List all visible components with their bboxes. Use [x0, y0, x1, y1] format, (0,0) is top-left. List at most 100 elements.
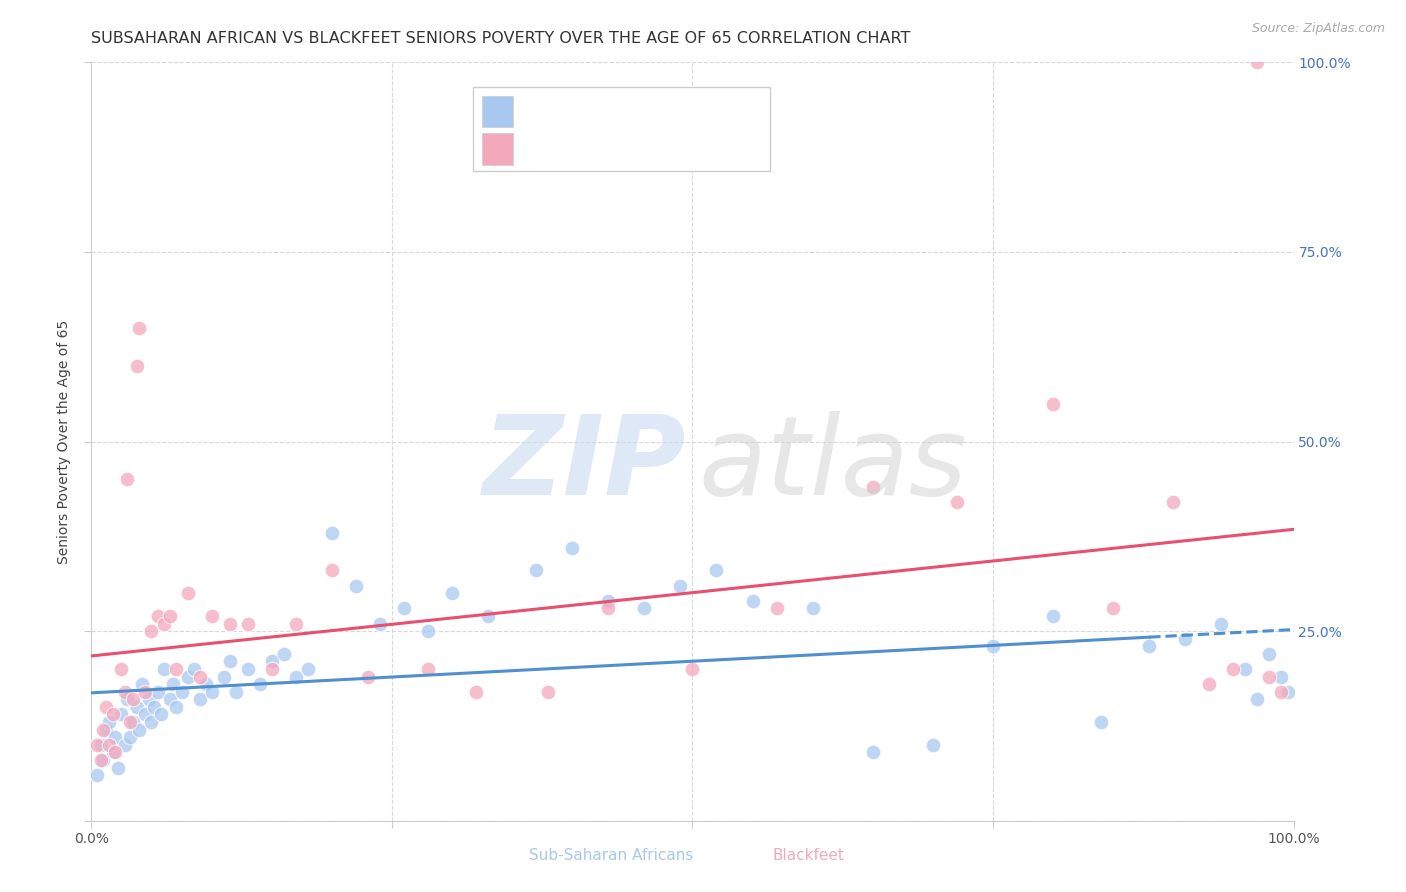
Point — [1246, 692, 1268, 706]
Point — [284, 669, 307, 683]
Point — [110, 707, 132, 722]
Point — [93, 753, 115, 767]
Point — [598, 601, 620, 615]
Text: ZIP: ZIP — [482, 411, 686, 517]
Point — [118, 715, 141, 730]
Point — [1042, 608, 1064, 623]
Point — [946, 495, 969, 509]
Point — [284, 616, 307, 631]
Point — [101, 746, 124, 760]
Point — [1102, 601, 1125, 615]
Point — [218, 616, 240, 631]
Point — [681, 662, 703, 676]
Point — [765, 601, 787, 615]
Point — [146, 608, 169, 623]
Point — [416, 662, 439, 676]
Point — [142, 699, 165, 714]
Point — [392, 601, 415, 615]
Text: atlas: atlas — [699, 411, 967, 517]
Point — [862, 480, 884, 494]
Point — [1222, 662, 1244, 676]
Point — [260, 655, 283, 669]
Point — [537, 685, 560, 699]
Point — [1174, 632, 1197, 646]
Point — [104, 746, 127, 760]
Point — [114, 738, 136, 752]
Point — [170, 685, 193, 699]
Point — [260, 662, 283, 676]
Point — [1090, 715, 1112, 730]
Point — [321, 564, 343, 578]
Point — [344, 579, 367, 593]
Point — [1042, 396, 1064, 410]
Point — [165, 699, 187, 714]
Point — [125, 359, 148, 373]
Point — [1234, 662, 1257, 676]
Point — [1246, 55, 1268, 70]
Point — [122, 715, 145, 730]
Text: Sub-Saharan Africans: Sub-Saharan Africans — [530, 848, 693, 863]
Point — [101, 707, 124, 722]
Point — [357, 669, 380, 683]
Point — [134, 707, 156, 722]
Point — [981, 639, 1004, 653]
Point — [201, 608, 224, 623]
Point — [249, 677, 271, 691]
Point — [122, 692, 145, 706]
Point — [159, 608, 181, 623]
Point — [1137, 639, 1160, 653]
Point — [922, 738, 945, 752]
Point — [176, 669, 198, 683]
Text: SUBSAHARAN AFRICAN VS BLACKFEET SENIORS POVERTY OVER THE AGE OF 65 CORRELATION C: SUBSAHARAN AFRICAN VS BLACKFEET SENIORS … — [91, 31, 911, 46]
Point — [86, 768, 108, 782]
Point — [107, 760, 129, 774]
Point — [273, 647, 295, 661]
Point — [188, 669, 211, 683]
Point — [152, 662, 174, 676]
Point — [1258, 669, 1281, 683]
Point — [416, 624, 439, 639]
Text: Blackfeet: Blackfeet — [772, 848, 845, 863]
Point — [218, 655, 240, 669]
Point — [134, 685, 156, 699]
Point — [183, 662, 205, 676]
Point — [201, 685, 224, 699]
Point — [368, 616, 391, 631]
Point — [94, 699, 117, 714]
Point — [465, 685, 488, 699]
Point — [706, 564, 728, 578]
Point — [440, 586, 463, 600]
Point — [194, 677, 217, 691]
Point — [297, 662, 319, 676]
Point — [633, 601, 655, 615]
Point — [176, 586, 198, 600]
Point — [94, 723, 117, 737]
Point — [152, 616, 174, 631]
Point — [1258, 647, 1281, 661]
Point — [1277, 685, 1299, 699]
Point — [862, 746, 884, 760]
Point — [90, 738, 112, 752]
Point — [1198, 677, 1220, 691]
Point — [598, 594, 620, 608]
Point — [236, 662, 259, 676]
Point — [741, 594, 763, 608]
Point — [138, 692, 160, 706]
Point — [188, 692, 211, 706]
Point — [93, 723, 115, 737]
Point — [159, 692, 181, 706]
Point — [141, 715, 163, 730]
Point — [128, 320, 150, 334]
Point — [98, 715, 121, 730]
Point — [110, 662, 132, 676]
Point — [801, 601, 824, 615]
Point — [125, 699, 148, 714]
Point — [212, 669, 235, 683]
Point — [117, 473, 139, 487]
Point — [321, 525, 343, 540]
Point — [524, 564, 547, 578]
Point — [225, 685, 247, 699]
Point — [98, 738, 121, 752]
Point — [165, 662, 187, 676]
Point — [1270, 669, 1292, 683]
